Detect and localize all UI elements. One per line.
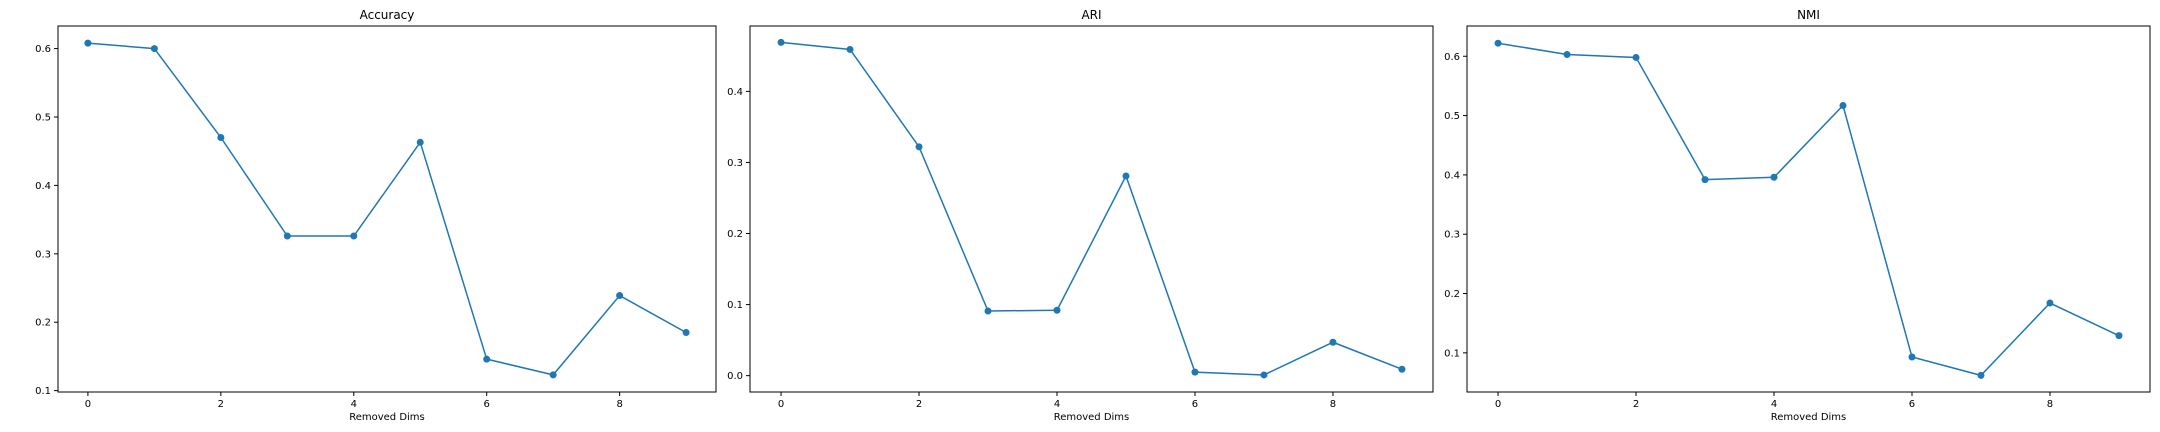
data-point	[2115, 332, 2123, 340]
data-point	[150, 45, 158, 53]
data-point	[283, 232, 291, 240]
chart-title: Accuracy	[360, 8, 415, 22]
data-point	[984, 307, 992, 315]
data-point	[84, 39, 92, 47]
data-point	[1977, 371, 1985, 379]
data-point	[217, 134, 225, 142]
y-tick-label: 0.3	[1444, 230, 1460, 241]
data-point	[1839, 101, 1847, 109]
x-tick-label: 4	[1771, 399, 1777, 410]
y-tick-label: 0.5	[1444, 111, 1460, 122]
x-tick-label: 6	[1192, 399, 1198, 410]
x-tick-label: 2	[218, 399, 224, 410]
x-tick-label: 4	[351, 399, 357, 410]
x-axis-label: Removed Dims	[1054, 412, 1130, 423]
data-point	[350, 232, 358, 240]
chart-title: NMI	[1797, 8, 1820, 22]
y-tick-label: 0.4	[727, 87, 743, 98]
data-point	[1563, 50, 1571, 58]
y-tick-label: 0.1	[1444, 348, 1460, 359]
data-point	[483, 355, 491, 363]
x-tick-label: 6	[484, 399, 490, 410]
data-point	[2046, 299, 2054, 307]
y-tick-label: 0.2	[35, 318, 51, 329]
series-line	[87, 42, 687, 376]
data-point	[846, 45, 854, 53]
x-tick-label: 0	[85, 399, 91, 410]
data-point	[416, 138, 424, 146]
y-tick-label: 0.1	[727, 300, 743, 311]
y-tick-label: 0.4	[1444, 170, 1460, 181]
data-point	[549, 371, 557, 379]
y-tick-label: 0.5	[35, 112, 51, 123]
y-tick-label: 0.1	[35, 386, 51, 397]
y-tick-label: 0.4	[35, 181, 51, 192]
y-tick-label: 0.6	[1444, 52, 1460, 63]
y-tick-label: 0.2	[727, 229, 743, 240]
data-point	[1701, 176, 1709, 184]
data-point	[1329, 338, 1337, 346]
data-point	[777, 38, 785, 46]
y-tick-label: 0.0	[727, 371, 743, 382]
data-point	[1398, 365, 1406, 373]
data-point	[1053, 306, 1061, 314]
data-point	[1770, 173, 1778, 181]
x-tick-label: 2	[1633, 399, 1639, 410]
x-tick-label: 8	[2047, 399, 2053, 410]
x-tick-label: 0	[1495, 399, 1501, 410]
x-tick-label: 4	[1054, 399, 1060, 410]
plot-area-frame	[749, 25, 1434, 393]
y-tick-label: 0.3	[727, 158, 743, 169]
x-axis-label: Removed Dims	[349, 412, 425, 423]
x-tick-label: 2	[916, 399, 922, 410]
plot-area-frame	[57, 25, 717, 393]
series-line	[780, 41, 1403, 376]
chart-panel-nmi: NMI 0 2 4 6 8 0.1 0.2 0.3 0.4 0.5 0.6 Removed Dims	[1444, 8, 2151, 423]
data-point	[616, 292, 624, 300]
chart-panel-ari: ARI 0 2 4 6 8 0.0 0.1 0.2 0.3 0.4 Removed Dims	[727, 8, 1434, 423]
x-tick-label: 8	[1330, 399, 1336, 410]
y-tick-label: 0.2	[1444, 289, 1460, 300]
data-point	[1494, 39, 1502, 47]
x-axis-label: Removed Dims	[1771, 412, 1847, 423]
data-point	[1908, 353, 1916, 361]
chart-panel-accuracy: Accuracy 0 2 4 6 8 0.1 0.2 0.3 0.4 0.5 0.6 Removed D…	[35, 8, 717, 423]
y-tick-label: 0.3	[35, 249, 51, 260]
data-point	[915, 143, 923, 151]
data-point	[682, 328, 690, 336]
plot-area-frame	[1466, 25, 2151, 393]
data-point	[1122, 172, 1130, 180]
chart-title: ARI	[1081, 8, 1101, 22]
data-point	[1260, 371, 1268, 379]
x-tick-label: 0	[778, 399, 784, 410]
y-tick-label: 0.6	[35, 44, 51, 55]
series-line	[1497, 42, 2120, 377]
data-point	[1632, 53, 1640, 61]
x-tick-label: 8	[616, 399, 622, 410]
x-tick-label: 6	[1909, 399, 1915, 410]
data-point	[1191, 368, 1199, 376]
